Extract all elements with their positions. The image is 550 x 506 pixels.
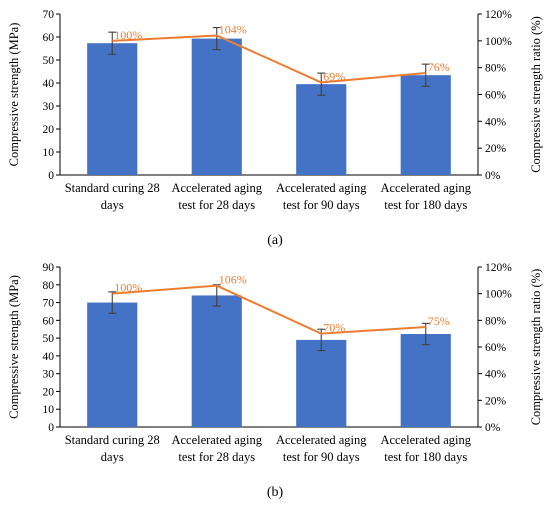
y-tick-label: 80 — [43, 280, 55, 292]
y-tick-label: 20 — [43, 124, 55, 136]
y-tick-label: 10 — [43, 147, 55, 159]
x-tick-label: Standard curing 28 days — [65, 181, 160, 212]
y-tick-label: 60 — [43, 32, 55, 44]
y2-tick-label: 120% — [485, 9, 512, 21]
y2-tick-label: 40% — [485, 369, 507, 381]
y2-tick-label: 120% — [485, 262, 512, 274]
y2-tick-label: 80% — [485, 63, 507, 75]
y-tick-label: 90 — [43, 262, 55, 274]
error-bar — [421, 63, 430, 87]
x-tick-label: Accelerated aging test for 90 days — [276, 433, 367, 464]
y-tick-label: 60 — [43, 315, 55, 327]
y-axis-label: Compressive strength (MPa) — [7, 23, 21, 167]
ratio-line — [112, 284, 426, 335]
x-tick-label: Accelerated aging test for 28 days — [171, 433, 262, 464]
x-tick-label: Accelerated aging test for 28 days — [171, 181, 262, 212]
x-tick-label: Standard curing 28 days — [65, 433, 160, 464]
y2-axis-label: Compressive strength ratio (%) — [529, 269, 543, 426]
bar — [87, 43, 138, 176]
y-tick-label: 20 — [43, 386, 55, 398]
data-label: 69% — [323, 69, 345, 83]
y-tick-label: 10 — [43, 404, 55, 416]
panel-label: (a) — [267, 233, 283, 248]
y-tick-label: 70 — [43, 298, 55, 310]
panel-label: (b) — [267, 485, 284, 500]
x-tick-label: Accelerated aging test for 180 days — [380, 433, 471, 464]
y-tick-label: 0 — [48, 170, 54, 182]
y-tick-label: 30 — [43, 369, 55, 381]
ratio-line — [112, 34, 426, 84]
bar — [296, 84, 347, 175]
error-bar — [108, 291, 117, 314]
y-tick-label: 0 — [48, 422, 54, 434]
y2-tick-label: 60% — [485, 342, 507, 354]
y2-tick-label: 20% — [485, 143, 507, 155]
data-label: 70% — [323, 321, 345, 335]
error-bar — [317, 72, 326, 96]
y2-tick-label: 20% — [485, 395, 507, 407]
error-bar — [108, 31, 117, 55]
y2-tick-label: 0% — [485, 422, 501, 434]
bar — [296, 339, 347, 427]
data-label: 106% — [219, 273, 247, 287]
data-label: 75% — [428, 314, 450, 328]
bar — [400, 75, 451, 175]
bar — [191, 295, 242, 427]
x-tick-label: Accelerated aging test for 180 days — [380, 181, 471, 212]
y2-tick-label: 100% — [485, 36, 512, 48]
chart-panel-2: 0 10 20 30 40 50 60 70 80 90 0% 20% 40% 60% 80% 100% 120… — [7, 262, 543, 500]
y2-tick-label: 100% — [485, 289, 512, 301]
y2-tick-label: 0% — [485, 170, 501, 182]
y-axis-label: Compressive strength (MPa) — [7, 275, 21, 419]
y-tick-label: 50 — [43, 55, 55, 67]
y-tick-label: 50 — [43, 333, 55, 345]
bar — [87, 302, 138, 427]
y-tick-label: 40 — [43, 351, 55, 363]
error-bar — [421, 322, 430, 346]
data-label: 76% — [428, 60, 450, 74]
y2-tick-label: 80% — [485, 315, 507, 327]
y2-tick-label: 60% — [485, 90, 507, 102]
y-tick-label: 30 — [43, 101, 55, 113]
data-label: 104% — [219, 22, 247, 36]
bar — [191, 38, 242, 175]
error-bar — [212, 27, 221, 51]
y2-tick-label: 40% — [485, 116, 507, 128]
data-label: 100% — [114, 281, 142, 295]
y-tick-label: 70 — [43, 9, 55, 21]
y2-axis-label: Compressive strength ratio (%) — [529, 16, 543, 173]
chart-panel-1: 0 10 20 30 40 50 60 70 0% 20% 40% 60% 80% 100% 120% Com… — [7, 9, 543, 248]
x-tick-label: Accelerated aging test for 90 days — [276, 181, 367, 212]
data-label: 100% — [114, 28, 142, 42]
y-tick-label: 40 — [43, 78, 55, 90]
bar — [400, 334, 451, 427]
